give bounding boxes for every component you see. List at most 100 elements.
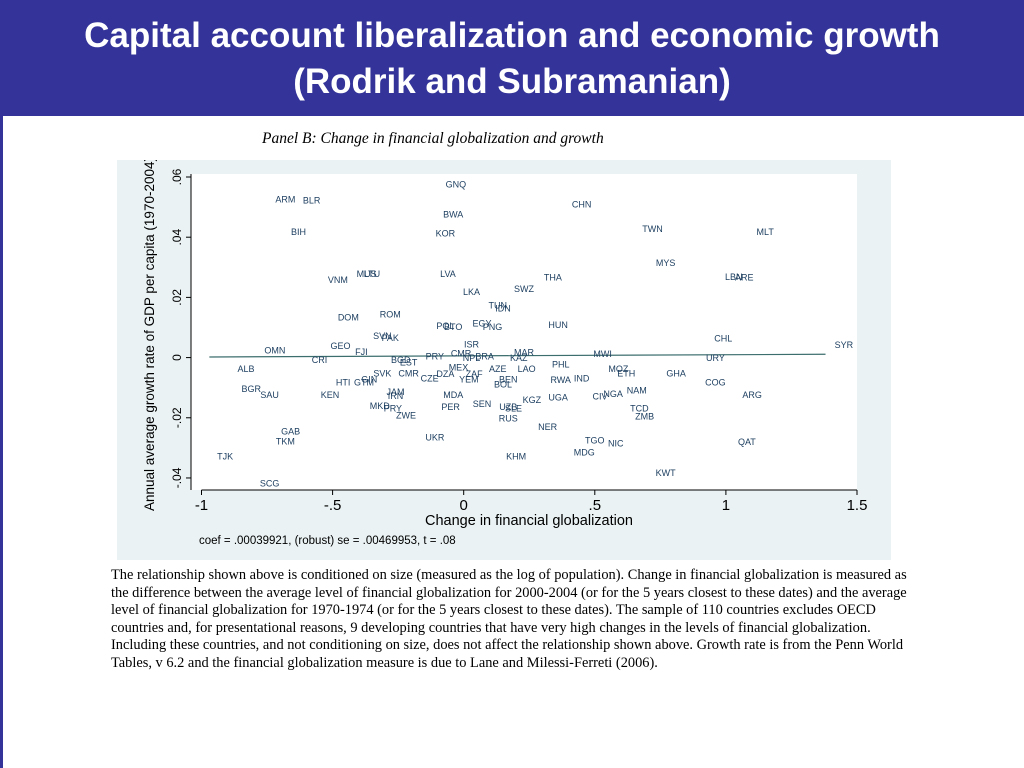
data-point-label: NER bbox=[538, 422, 558, 432]
data-point-label: TCD bbox=[630, 403, 649, 413]
data-point-label: ALB bbox=[238, 364, 255, 374]
data-point-label: GHA bbox=[666, 369, 686, 379]
data-point-label: TUN bbox=[489, 301, 508, 311]
data-point-label: BRA bbox=[475, 352, 494, 362]
data-point-label: ZWE bbox=[396, 411, 416, 421]
data-point-label: COG bbox=[705, 378, 726, 388]
data-point-label: THA bbox=[544, 273, 562, 283]
data-point-label: DZA bbox=[436, 369, 454, 379]
data-point-label: LVA bbox=[440, 269, 456, 279]
data-point-label: SLE bbox=[505, 403, 522, 413]
data-point-label: PAK bbox=[382, 333, 399, 343]
data-point-label: MOZ bbox=[608, 364, 628, 374]
regression-note: coef = .00039921, (robust) se = .0046995… bbox=[199, 535, 456, 547]
data-point-label: KWT bbox=[656, 468, 676, 478]
data-point-label: SYR bbox=[835, 340, 854, 350]
data-point-label: URY bbox=[706, 353, 725, 363]
data-point-label: RWA bbox=[550, 375, 571, 385]
data-point-label: UZB bbox=[499, 402, 517, 412]
y-tick-label: .04 bbox=[170, 229, 184, 246]
data-point-label: MYS bbox=[656, 258, 676, 268]
data-point-label: JAM bbox=[387, 387, 405, 397]
x-tick-label: .5 bbox=[589, 497, 602, 514]
data-point-label: TGO bbox=[585, 435, 605, 445]
data-point-label: SWZ bbox=[514, 284, 534, 294]
data-point-label: MLT bbox=[757, 227, 775, 237]
figure-caption: The relationship shown above is conditio… bbox=[111, 567, 911, 673]
data-point-label: LAO bbox=[518, 364, 536, 374]
x-tick-label: -1 bbox=[195, 497, 208, 514]
data-point-label: NGA bbox=[603, 389, 623, 399]
data-point-label: ZMB bbox=[635, 411, 654, 421]
data-point-label: NAM bbox=[627, 385, 647, 395]
data-point-label: POL bbox=[436, 321, 454, 331]
x-tick-label: 0 bbox=[460, 497, 468, 514]
y-tick-label: .02 bbox=[170, 289, 184, 306]
data-point-label: CIV bbox=[593, 391, 608, 401]
data-point-label: AZE bbox=[489, 364, 507, 374]
data-point-label: GIN bbox=[361, 375, 377, 385]
slide-header: Capital account liberalization and econo… bbox=[0, 0, 1024, 116]
data-point-label: ARM bbox=[275, 195, 295, 205]
slide-subtitle: (Rodrik and Subramanian) bbox=[293, 62, 731, 101]
data-point-label: FJI bbox=[355, 347, 368, 357]
data-point-label: MKD bbox=[370, 401, 391, 411]
data-point-label: CHL bbox=[714, 334, 732, 344]
data-point-label: PHL bbox=[552, 360, 570, 370]
data-point-label: KGZ bbox=[523, 395, 542, 405]
y-tick-label: -.02 bbox=[170, 407, 184, 428]
data-point-label: DOM bbox=[338, 313, 359, 323]
data-point-label: SAU bbox=[260, 390, 279, 400]
data-point-label: IRN bbox=[388, 391, 404, 401]
data-point-label: BGR bbox=[242, 384, 262, 394]
data-point-label: MDG bbox=[574, 447, 595, 457]
data-point-label: TKM bbox=[276, 437, 295, 447]
data-point-label: GNQ bbox=[446, 180, 467, 190]
data-point-label: ARE bbox=[735, 273, 754, 283]
data-point-label: EGY bbox=[473, 319, 492, 329]
data-point-label: BOL bbox=[494, 379, 512, 389]
data-point-label: HUN bbox=[548, 320, 568, 330]
data-point-label: PRY bbox=[384, 403, 402, 413]
scatter-chart: -.04 -.02 0 .02 .04 .06 -1 -.5 0 .5 1 1.5 Change in … bbox=[142, 160, 867, 547]
data-point-label: UKR bbox=[425, 432, 445, 442]
data-point-label: BLR bbox=[303, 195, 321, 205]
data-point-label: HTI bbox=[336, 378, 351, 388]
x-axis-title: Change in financial globalization bbox=[425, 513, 633, 529]
data-point-label: SEN bbox=[473, 399, 492, 409]
data-point-label: SVN bbox=[373, 331, 392, 341]
data-point-label: LBN bbox=[725, 272, 743, 282]
plot-area bbox=[191, 174, 857, 490]
data-point-label: RUS bbox=[499, 414, 518, 424]
data-point-label: SCG bbox=[260, 479, 280, 489]
data-point-label: NIC bbox=[608, 438, 624, 448]
data-point-label: BWA bbox=[443, 210, 463, 220]
data-point-label: EST bbox=[400, 358, 418, 368]
data-point-label: LKA bbox=[463, 287, 480, 297]
data-point-label: UGA bbox=[548, 393, 568, 403]
data-point-label: BEN bbox=[499, 375, 518, 385]
data-point-label: CHN bbox=[572, 200, 592, 210]
data-point-label: MDA bbox=[443, 390, 463, 400]
data-point-label: TJK bbox=[217, 452, 233, 462]
data-point-label: MEX bbox=[449, 363, 469, 373]
data-point-label: KHM bbox=[506, 452, 526, 462]
data-point-label: QAT bbox=[738, 437, 756, 447]
fit-line bbox=[209, 353, 826, 358]
y-tick-label: 0 bbox=[170, 354, 184, 361]
data-point-label: SVK bbox=[373, 369, 391, 379]
data-point-label: ISR bbox=[464, 340, 480, 350]
data-point-label: PRY bbox=[426, 352, 444, 362]
data-point-label: ROM bbox=[380, 310, 401, 320]
data-point-label: TWN bbox=[642, 224, 663, 234]
data-point-label: GTM bbox=[354, 378, 374, 388]
data-point-label: CZE bbox=[421, 373, 439, 383]
data-point-label: VNM bbox=[328, 275, 348, 285]
data-point-label: GEO bbox=[330, 341, 350, 351]
caption-text: The relationship shown above is conditio… bbox=[111, 567, 907, 671]
data-point-label: PER bbox=[441, 402, 460, 412]
y-tick-label: -.04 bbox=[170, 467, 184, 488]
y-tick-label: .06 bbox=[170, 168, 184, 185]
data-point-label: IND bbox=[574, 373, 590, 383]
data-point-label: NPL bbox=[463, 353, 481, 363]
